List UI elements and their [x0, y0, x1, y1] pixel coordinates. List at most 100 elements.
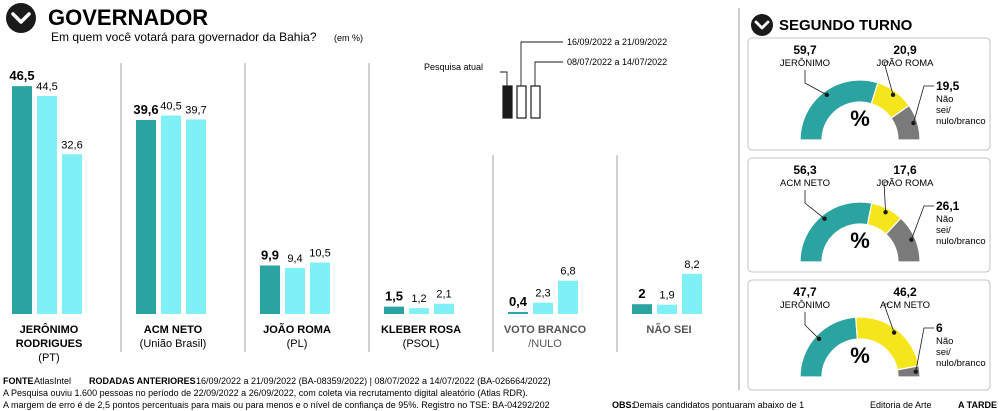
bar-value-label: 2,1: [436, 289, 451, 301]
footer: FONTE AtlasIntel RODADAS ANTERIORES 16/0…: [3, 376, 997, 410]
category-label: (PL): [287, 338, 308, 350]
leader-line: [883, 61, 894, 95]
slice-value: 59,7: [793, 43, 817, 57]
methodology-line-1: A Pesquisa ouviu 1.600 pessoas no períod…: [3, 388, 528, 398]
leader-dot: [883, 209, 888, 215]
category-label: (União Brasil): [140, 338, 207, 350]
slice-name: nulo/branco: [936, 236, 986, 247]
bar: [409, 308, 429, 314]
bar: [384, 306, 404, 314]
leader-dot: [891, 330, 897, 335]
category-label: (PSOL): [403, 338, 440, 350]
leader-line: [915, 327, 934, 372]
donut-center-label: %: [850, 228, 870, 253]
legend-current-swatch: [502, 85, 513, 119]
leader-dot: [890, 92, 896, 97]
donut-frame: [747, 157, 991, 273]
slice-name: JOÃO ROMA: [876, 178, 934, 189]
slice-name: Não: [936, 94, 953, 105]
leader-line: [883, 181, 889, 213]
slice-name: sei/: [936, 105, 951, 116]
bar: [434, 303, 454, 314]
bar: [136, 119, 156, 315]
bar-value-label: 39,6: [133, 102, 158, 117]
bar: [285, 267, 305, 314]
source-label: FONTE: [3, 376, 34, 386]
bar: [37, 95, 57, 314]
previous-rounds-label: RODADAS ANTERIORES: [89, 376, 196, 386]
slice-name: JOÃO ROMA: [876, 58, 934, 69]
bar: [161, 115, 181, 314]
legend-round1-label: 16/09/2022 a 21/09/2022: [567, 37, 667, 47]
second-round-header: SEGUNDO TURNO: [751, 14, 913, 36]
bar: [558, 280, 578, 314]
leader-line: [804, 312, 820, 340]
methodology-line-2: A margem de erro é de 2,5 pontos percent…: [3, 400, 550, 410]
credit-name: A TARDE: [958, 400, 997, 410]
donut-center-label: %: [850, 106, 870, 131]
donut-slice: [896, 365, 921, 378]
bar: [62, 154, 82, 314]
legend-round1-swatch: [516, 85, 527, 119]
donut-frame: [747, 279, 991, 391]
slice-name: JERÔNIMO: [780, 58, 830, 69]
leader-dot: [911, 120, 916, 126]
slice-name: nulo/branco: [936, 116, 986, 127]
slice-value: 19,5: [936, 79, 960, 93]
category-label: JOÃO ROMA: [263, 323, 331, 336]
category-label: NÃO SEI: [646, 323, 691, 336]
bar-value-label: 44,5: [36, 81, 57, 93]
chevron-down-glyph: [11, 12, 31, 24]
legend-round2-swatch: [530, 85, 541, 119]
legend-leader-current: [500, 71, 508, 86]
category-label: JERÔNIMO: [20, 323, 79, 336]
legend-leader-round1: [520, 41, 563, 86]
bar: [682, 273, 702, 314]
credit-prefix: Editoria de Arte: [870, 400, 932, 410]
slice-name: sei/: [936, 347, 951, 358]
donut-frame: [747, 37, 991, 151]
slice-value: 6: [936, 321, 943, 335]
category-label: RODRIGUES: [16, 338, 83, 350]
leader-line: [883, 303, 895, 333]
donut-center-label: %: [850, 343, 870, 368]
bar-value-label: 1,2: [411, 293, 426, 305]
unit-label: (em %): [334, 33, 363, 43]
bar-value-label: 39,7: [185, 104, 206, 116]
leader-dot: [824, 92, 830, 98]
slice-value: 17,6: [893, 163, 917, 177]
slice-name: Não: [936, 214, 953, 225]
leader-line: [804, 70, 828, 96]
chevron-down-glyph: [754, 20, 770, 30]
bar: [12, 86, 32, 315]
bar: [632, 304, 652, 314]
legend-current-label: Pesquisa atual: [424, 62, 483, 72]
donut-slice: [799, 316, 858, 378]
leader-dot: [822, 216, 827, 221]
leader-dot: [816, 336, 822, 342]
bar-chart: 46,544,5 32,6 JERÔNIMO RODRIGUES (PT) 39,6 40,…: [9, 63, 702, 364]
legend: Pesquisa atual 16/09/2022 a 21/09/2022 0…: [424, 37, 667, 119]
previous-rounds-value: 16/09/2022 a 21/09/2022 (BA-08359/2022) …: [196, 376, 551, 386]
header: GOVERNADOR Em quem você votará para gove…: [6, 3, 363, 44]
leader-line: [913, 85, 934, 124]
slice-value: 46,2: [893, 285, 917, 299]
bar-value-label: 8,2: [684, 259, 699, 271]
category-label: VOTO BRANCO: [504, 324, 587, 336]
obs-label: OBS:: [612, 400, 635, 410]
leader-line: [910, 205, 934, 240]
bar-value-label: 1,5: [385, 289, 403, 304]
obs-value: Demais candidatos pontuaram abaixo de 1: [633, 400, 804, 410]
chevron-down-icon: [751, 14, 773, 36]
slice-value: 26,1: [936, 199, 960, 213]
slice-value: 20,9: [893, 43, 917, 57]
bar-value-label: 6,8: [560, 266, 575, 278]
bar: [533, 302, 553, 314]
page-title: GOVERNADOR: [48, 5, 208, 30]
source-value: AtlasIntel: [34, 376, 71, 386]
bar-value-label: 40,5: [160, 101, 181, 113]
